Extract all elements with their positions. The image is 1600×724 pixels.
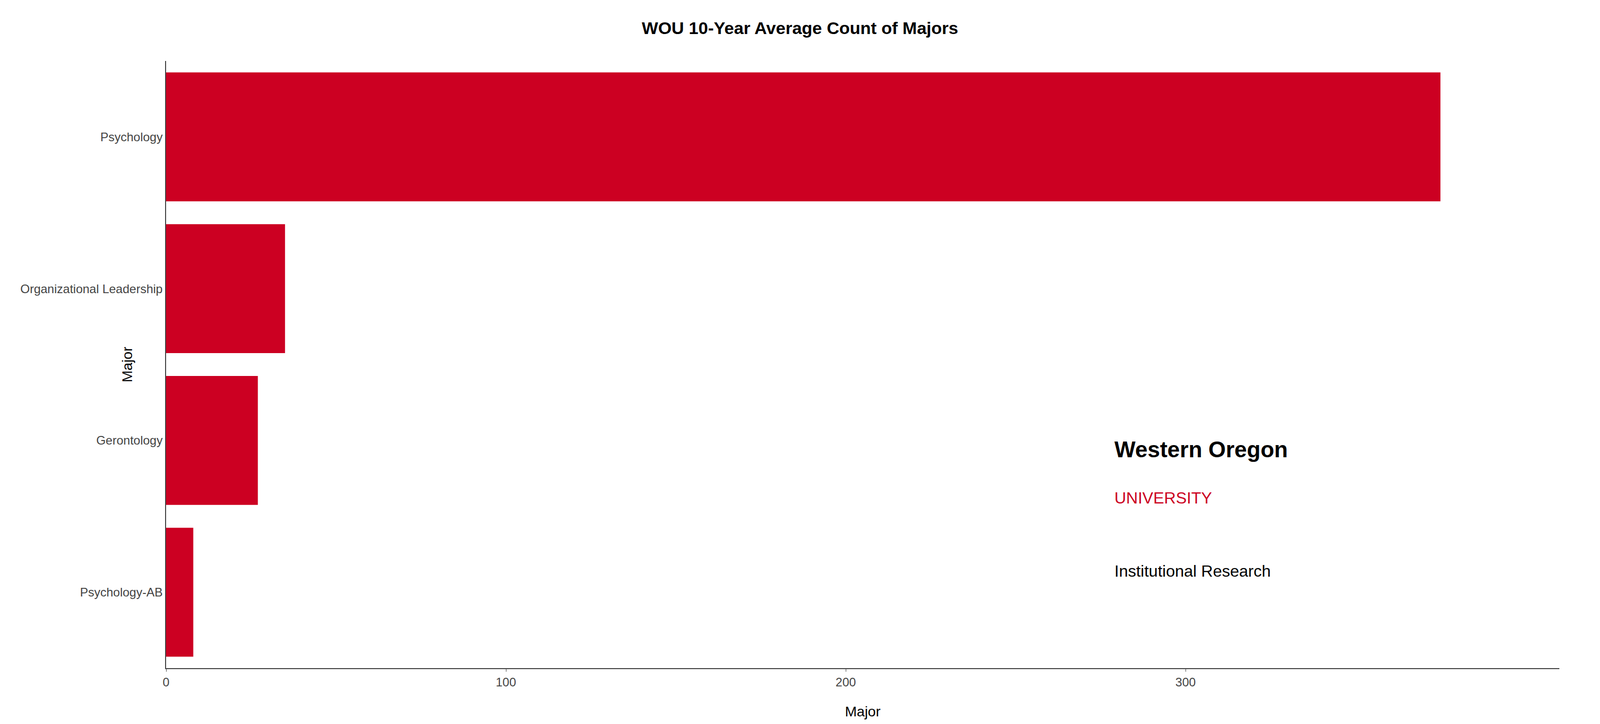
svg-text:Major: Major (844, 703, 881, 720)
svg-text:Psychology-AB: Psychology-AB (79, 585, 163, 599)
svg-text:Organizational Leadership: Organizational Leadership (20, 281, 163, 296)
svg-text:300: 300 (1175, 675, 1196, 689)
svg-text:Gerontology: Gerontology (96, 433, 163, 447)
svg-text:0: 0 (162, 675, 170, 689)
svg-text:Psychology: Psychology (100, 130, 163, 144)
svg-text:Western Oregon: Western Oregon (1114, 436, 1288, 462)
svg-text:200: 200 (835, 675, 856, 689)
svg-text:WOU 10-Year Average Count of M: WOU 10-Year Average Count of Majors (642, 18, 959, 38)
svg-text:100: 100 (495, 675, 517, 689)
svg-text:Institutional Research: Institutional Research (1114, 561, 1271, 581)
svg-text:UNIVERSITY: UNIVERSITY (1114, 488, 1212, 507)
svg-text:Major: Major (119, 346, 136, 382)
